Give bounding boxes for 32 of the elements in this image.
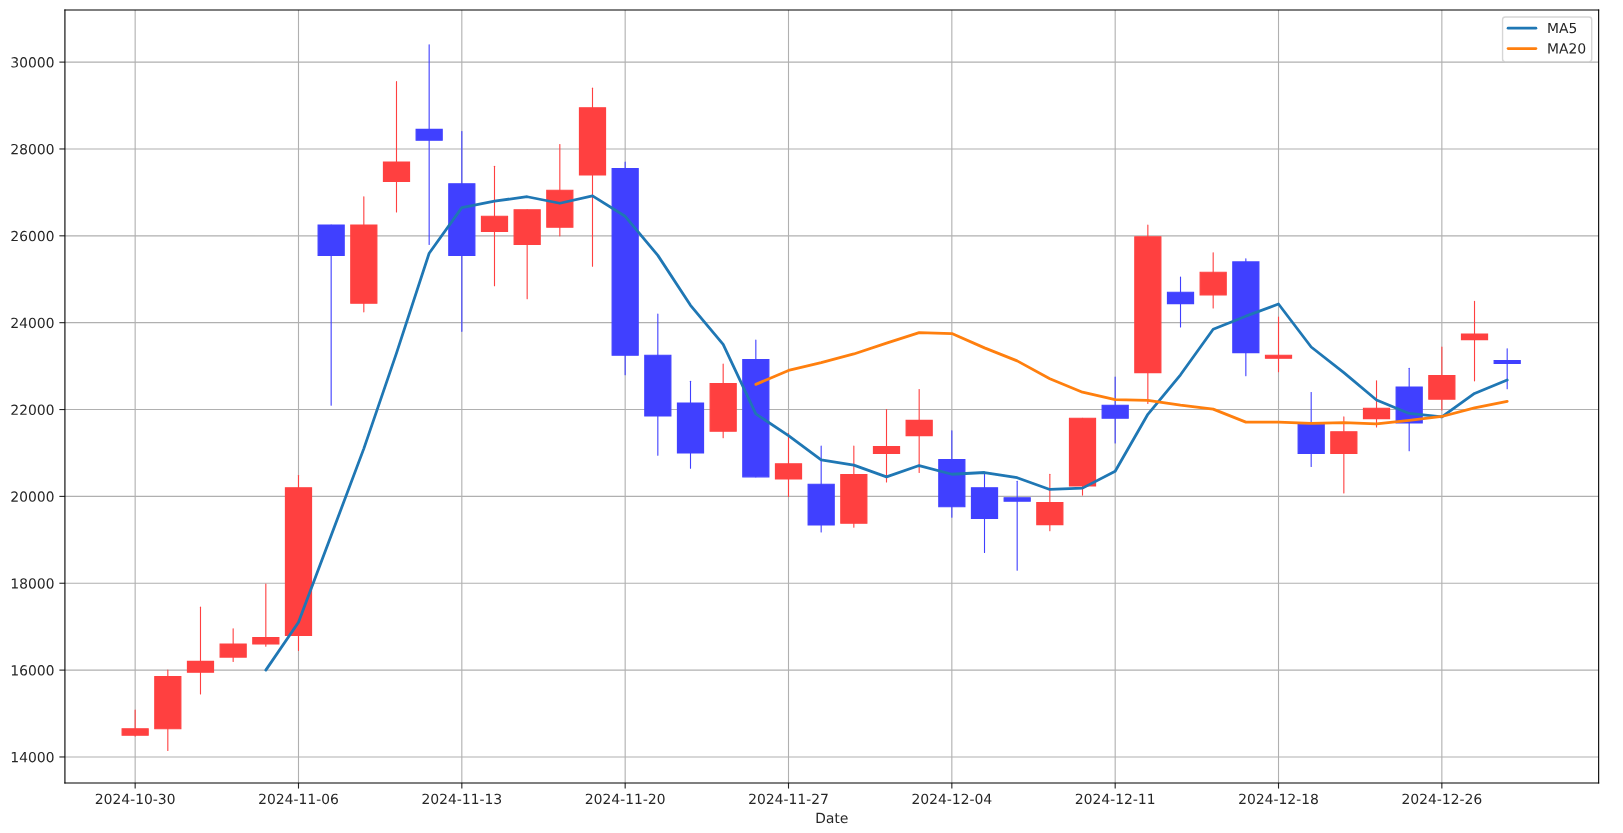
candlestick: [415, 44, 443, 246]
x-tick-label: 2024-11-20: [585, 793, 665, 805]
candlestick: [480, 165, 509, 287]
x-tick-label: 2024-11-13: [422, 793, 502, 805]
x-tick-label: 2024-11-27: [749, 793, 828, 805]
y-tick-label: 30000: [11, 57, 54, 68]
x-axis-title: Date: [816, 812, 848, 824]
y-tick-label: 28000: [11, 143, 54, 155]
x-tick-label: 2024-11-06: [259, 793, 338, 805]
x-tick-label: 2024-12-18: [1239, 793, 1318, 805]
y-tick-label: 22000: [11, 404, 54, 416]
candlestick: [1264, 316, 1293, 373]
candlestick: [252, 583, 280, 647]
candlestick: [872, 408, 901, 483]
legend-label: MA20: [1548, 43, 1586, 54]
line-series: [754, 331, 1509, 426]
candlestick: [186, 606, 215, 695]
y-tick-label: 26000: [11, 230, 54, 242]
x-tick-label: 2024-12-26: [1402, 793, 1482, 805]
x-tick-label: 2024-12-04: [912, 793, 992, 805]
y-tick-label: 24000: [11, 317, 54, 329]
y-tick-label: 18000: [11, 578, 54, 589]
y-tick-label: 20000: [11, 491, 54, 502]
candlestick: [1460, 300, 1489, 382]
y-tick-label: 14000: [11, 751, 54, 763]
legend-label: MA5: [1548, 22, 1577, 34]
candlestick: [1493, 348, 1521, 390]
candlestick: [1003, 480, 1031, 571]
line-series: [264, 194, 1509, 672]
x-tick-label: 2024-10-30: [95, 793, 175, 805]
y-tick-label: 16000: [11, 665, 54, 676]
x-tick-label: 2024-12-11: [1075, 793, 1155, 805]
